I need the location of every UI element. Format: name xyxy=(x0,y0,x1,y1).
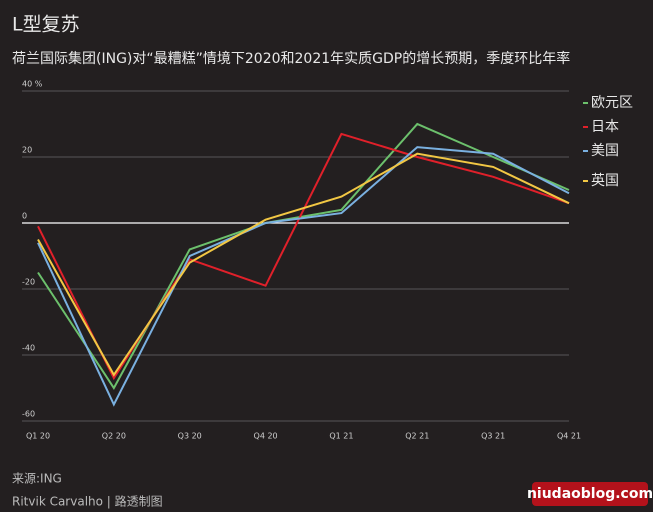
chart-title: L型复苏 xyxy=(12,14,80,36)
x-tick-label: Q1 21 xyxy=(329,432,353,441)
legend-label: 美国 xyxy=(591,143,619,159)
x-tick-label: Q4 21 xyxy=(557,432,581,441)
x-tick-label: Q3 20 xyxy=(178,432,202,441)
y-tick-label: -60 xyxy=(22,410,35,419)
x-tick-label: Q2 21 xyxy=(405,432,429,441)
watermark: niudaoblog.com xyxy=(527,486,653,502)
watermark-box xyxy=(532,482,648,506)
series-line xyxy=(37,122,570,390)
x-tick-label: Q3 21 xyxy=(481,432,505,441)
legend-label: 日本 xyxy=(591,119,619,135)
x-tick-label: Q2 20 xyxy=(102,432,126,441)
x-tick-label: Q4 20 xyxy=(254,432,278,441)
y-tick-label: 20 xyxy=(22,146,32,155)
source: 来源:ING xyxy=(12,472,62,486)
series-line xyxy=(37,152,570,377)
y-tick-label: 40 % xyxy=(22,80,43,89)
legend-label: 英国 xyxy=(591,172,619,189)
series-line xyxy=(37,146,570,407)
y-tick-label: 0 xyxy=(22,212,27,221)
series-line xyxy=(37,132,570,381)
legend-label: 欧元区 xyxy=(591,95,633,111)
x-tick-label: Q1 20 xyxy=(26,432,50,441)
credit: Ritvik Carvalho | 路透制图 xyxy=(12,494,163,509)
subtitle: 荷兰国际集团(ING)对“最糟糕”情境下2020和2021年实质GDP的增长预期… xyxy=(12,50,570,67)
y-tick-label: -20 xyxy=(22,278,35,287)
y-tick-label: -40 xyxy=(22,344,35,353)
